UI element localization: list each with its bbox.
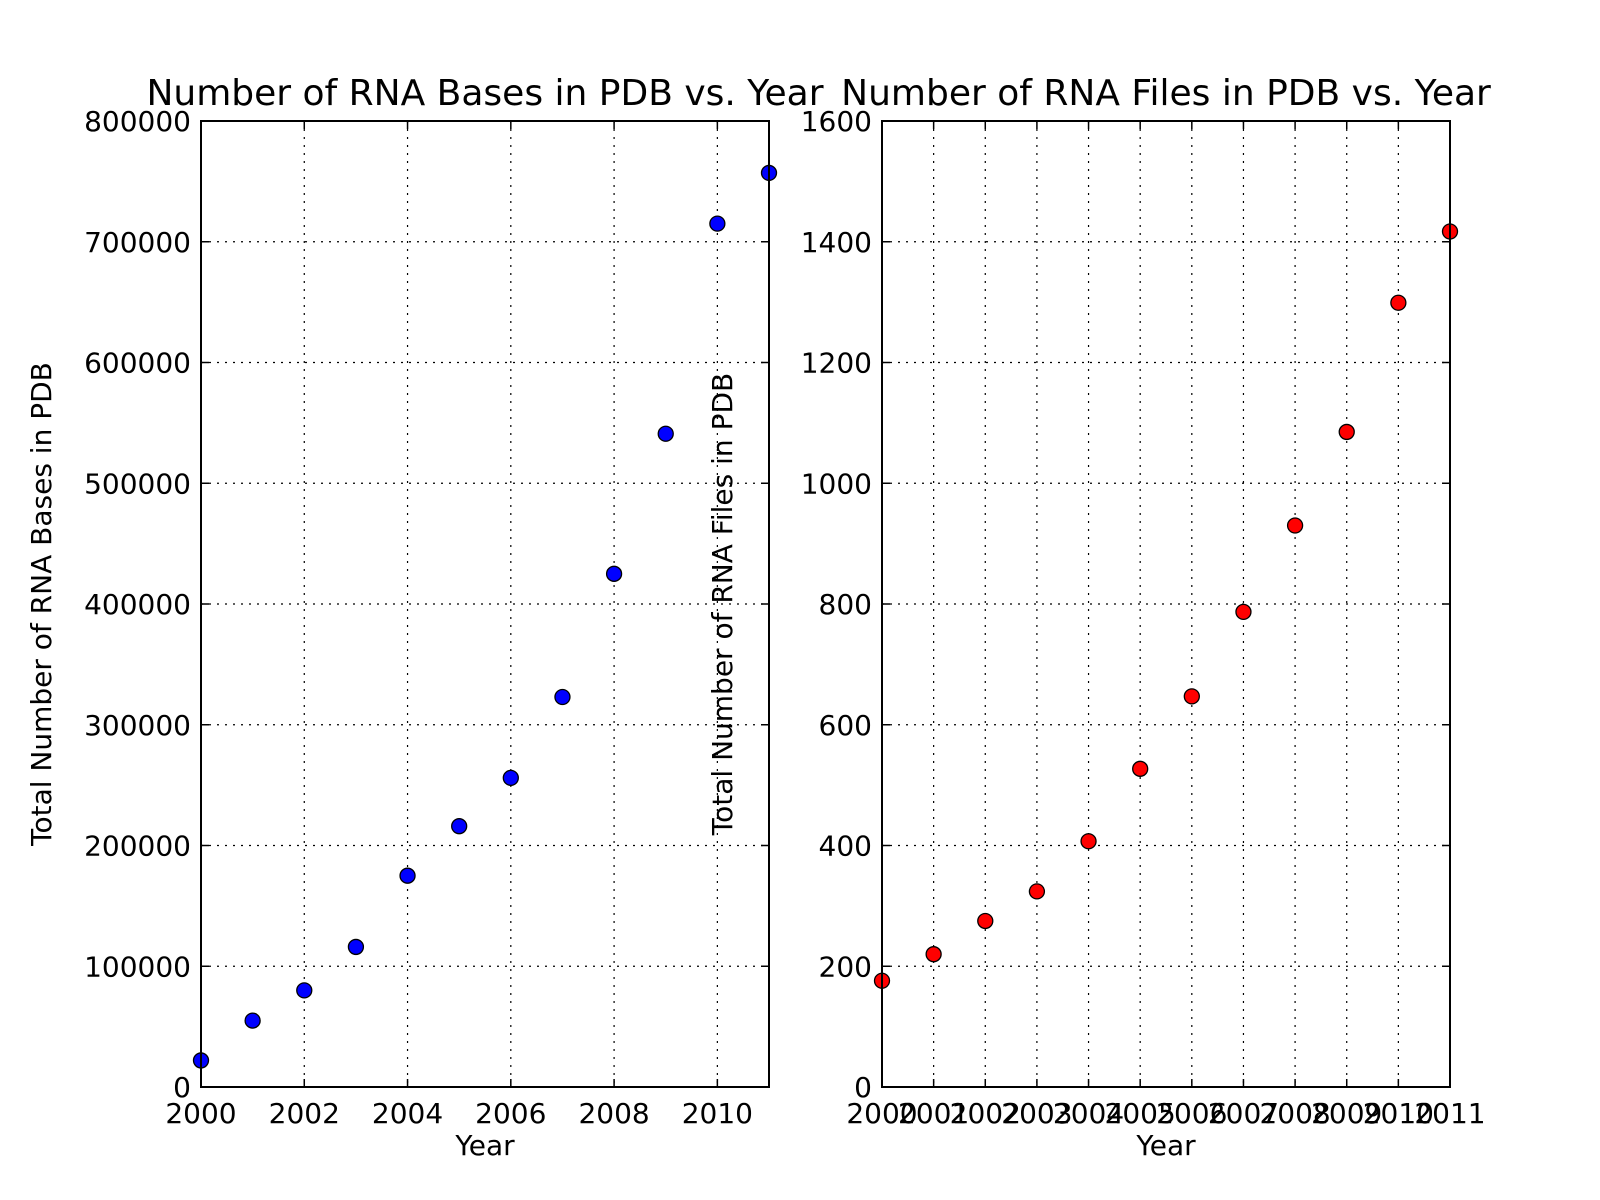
bases-data-point	[347, 938, 365, 956]
bases-data-point	[399, 867, 416, 884]
files-y-tick-label: 1000	[801, 467, 872, 500]
bases-x-tick-label: 2000	[165, 1097, 236, 1130]
bases-x-tick-label: 2008	[578, 1097, 649, 1130]
bases-points	[192, 164, 778, 1069]
bases-x-tick-label: 2006	[475, 1097, 546, 1130]
files-y-tick-label: 400	[819, 830, 872, 863]
bases-chart-title: Number of RNA Bases in PDB vs. Year	[146, 73, 823, 114]
files-x-tick-label: 2004	[1053, 1097, 1124, 1130]
files-data-point	[1080, 833, 1097, 850]
files-plot-frame	[881, 120, 1451, 1088]
files-grid	[882, 121, 1450, 1087]
bases-data-point	[244, 1012, 261, 1029]
bases-y-tick-label: 0	[173, 1071, 191, 1104]
bases-data-point	[451, 818, 468, 835]
files-data-point	[1286, 517, 1304, 534]
bases-data-point	[709, 215, 726, 232]
files-x-tick-label: 2007	[1208, 1097, 1279, 1130]
files-x-axis-label: Year	[1135, 1129, 1196, 1162]
files-data-point	[1235, 603, 1252, 620]
files-y-tick-label: 1400	[801, 226, 872, 259]
files-ticks	[881, 120, 1451, 1088]
bases-y-axis-label: Total Number of RNA Bases in PDB	[25, 362, 58, 847]
files-x-tick-label: 2011	[1414, 1097, 1485, 1130]
bases-y-tick-label: 500000	[84, 467, 191, 500]
bases-y-tick-label: 700000	[84, 226, 191, 259]
bases-data-point	[657, 425, 674, 442]
files-data-point	[1028, 883, 1046, 900]
files-data-point	[977, 912, 994, 930]
bases-y-tick-label: 100000	[84, 950, 191, 983]
bases-x-tick-label: 2004	[372, 1097, 443, 1130]
files-x-tick-label: 2001	[898, 1097, 969, 1130]
files-data-point	[1390, 294, 1407, 311]
files-y-axis-label: Total Number of RNA Files in PDB	[706, 373, 739, 836]
files-y-tick-label: 800	[819, 588, 872, 621]
files-chart: 2000200120022003200420052006200720082009…	[706, 73, 1491, 1162]
files-y-tick-label: 0	[854, 1071, 872, 1104]
files-x-tick-label: 2003	[1001, 1097, 1072, 1130]
files-data-point	[925, 946, 942, 963]
files-data-point	[1338, 423, 1355, 441]
files-x-tick-label: 2008	[1259, 1097, 1330, 1130]
bases-y-tick-label: 400000	[84, 588, 191, 621]
files-x-tick-labels: 2000200120022003200420052006200720082009…	[846, 1097, 1485, 1130]
bases-ticks	[200, 120, 769, 1088]
files-x-tick-label: 2005	[1105, 1097, 1176, 1130]
bases-data-point	[605, 565, 623, 582]
bases-data-point	[296, 982, 313, 999]
files-x-tick-label: 2002	[950, 1097, 1021, 1130]
bases-y-tick-label: 200000	[84, 830, 191, 863]
bases-grid	[201, 121, 769, 1087]
bases-x-tick-labels: 2000 2002 2004 2006 2008 2010	[165, 1097, 753, 1130]
bases-plot-frame	[200, 120, 770, 1088]
bases-y-tick-label: 600000	[84, 347, 191, 380]
bases-data-point	[502, 769, 519, 787]
files-x-tick-label: 2006	[1156, 1097, 1227, 1130]
bases-data-point	[554, 688, 571, 706]
bases-x-tick-label: 2002	[269, 1097, 340, 1130]
files-data-point	[1183, 688, 1200, 705]
bases-y-tick-label: 300000	[84, 709, 191, 742]
files-y-tick-label: 1600	[801, 105, 872, 138]
files-data-point	[1132, 760, 1149, 777]
bases-chart: 2000 2002 2004 2006 2008 2010 0 100000 200000 30…	[25, 73, 824, 1162]
files-x-tick-label: 2010	[1363, 1097, 1434, 1130]
files-x-tick-label: 2009	[1311, 1097, 1382, 1130]
files-chart-title: Number of RNA Files in PDB vs. Year	[841, 73, 1491, 114]
files-x-tick-label: 2000	[846, 1097, 917, 1130]
bases-x-tick-label: 2010	[682, 1097, 753, 1130]
bases-y-tick-label: 800000	[84, 105, 191, 138]
files-y-tick-labels: 0 200 400 600 800 1000 1200 1400 1600	[801, 105, 872, 1104]
bases-x-axis-label: Year	[454, 1129, 515, 1162]
files-points	[873, 223, 1459, 989]
files-y-tick-label: 1200	[801, 347, 872, 380]
bases-y-tick-labels: 0 100000 200000 300000 400000 500000 600000 700…	[84, 105, 191, 1104]
files-y-tick-label: 200	[819, 950, 872, 983]
files-y-tick-label: 600	[819, 709, 872, 742]
